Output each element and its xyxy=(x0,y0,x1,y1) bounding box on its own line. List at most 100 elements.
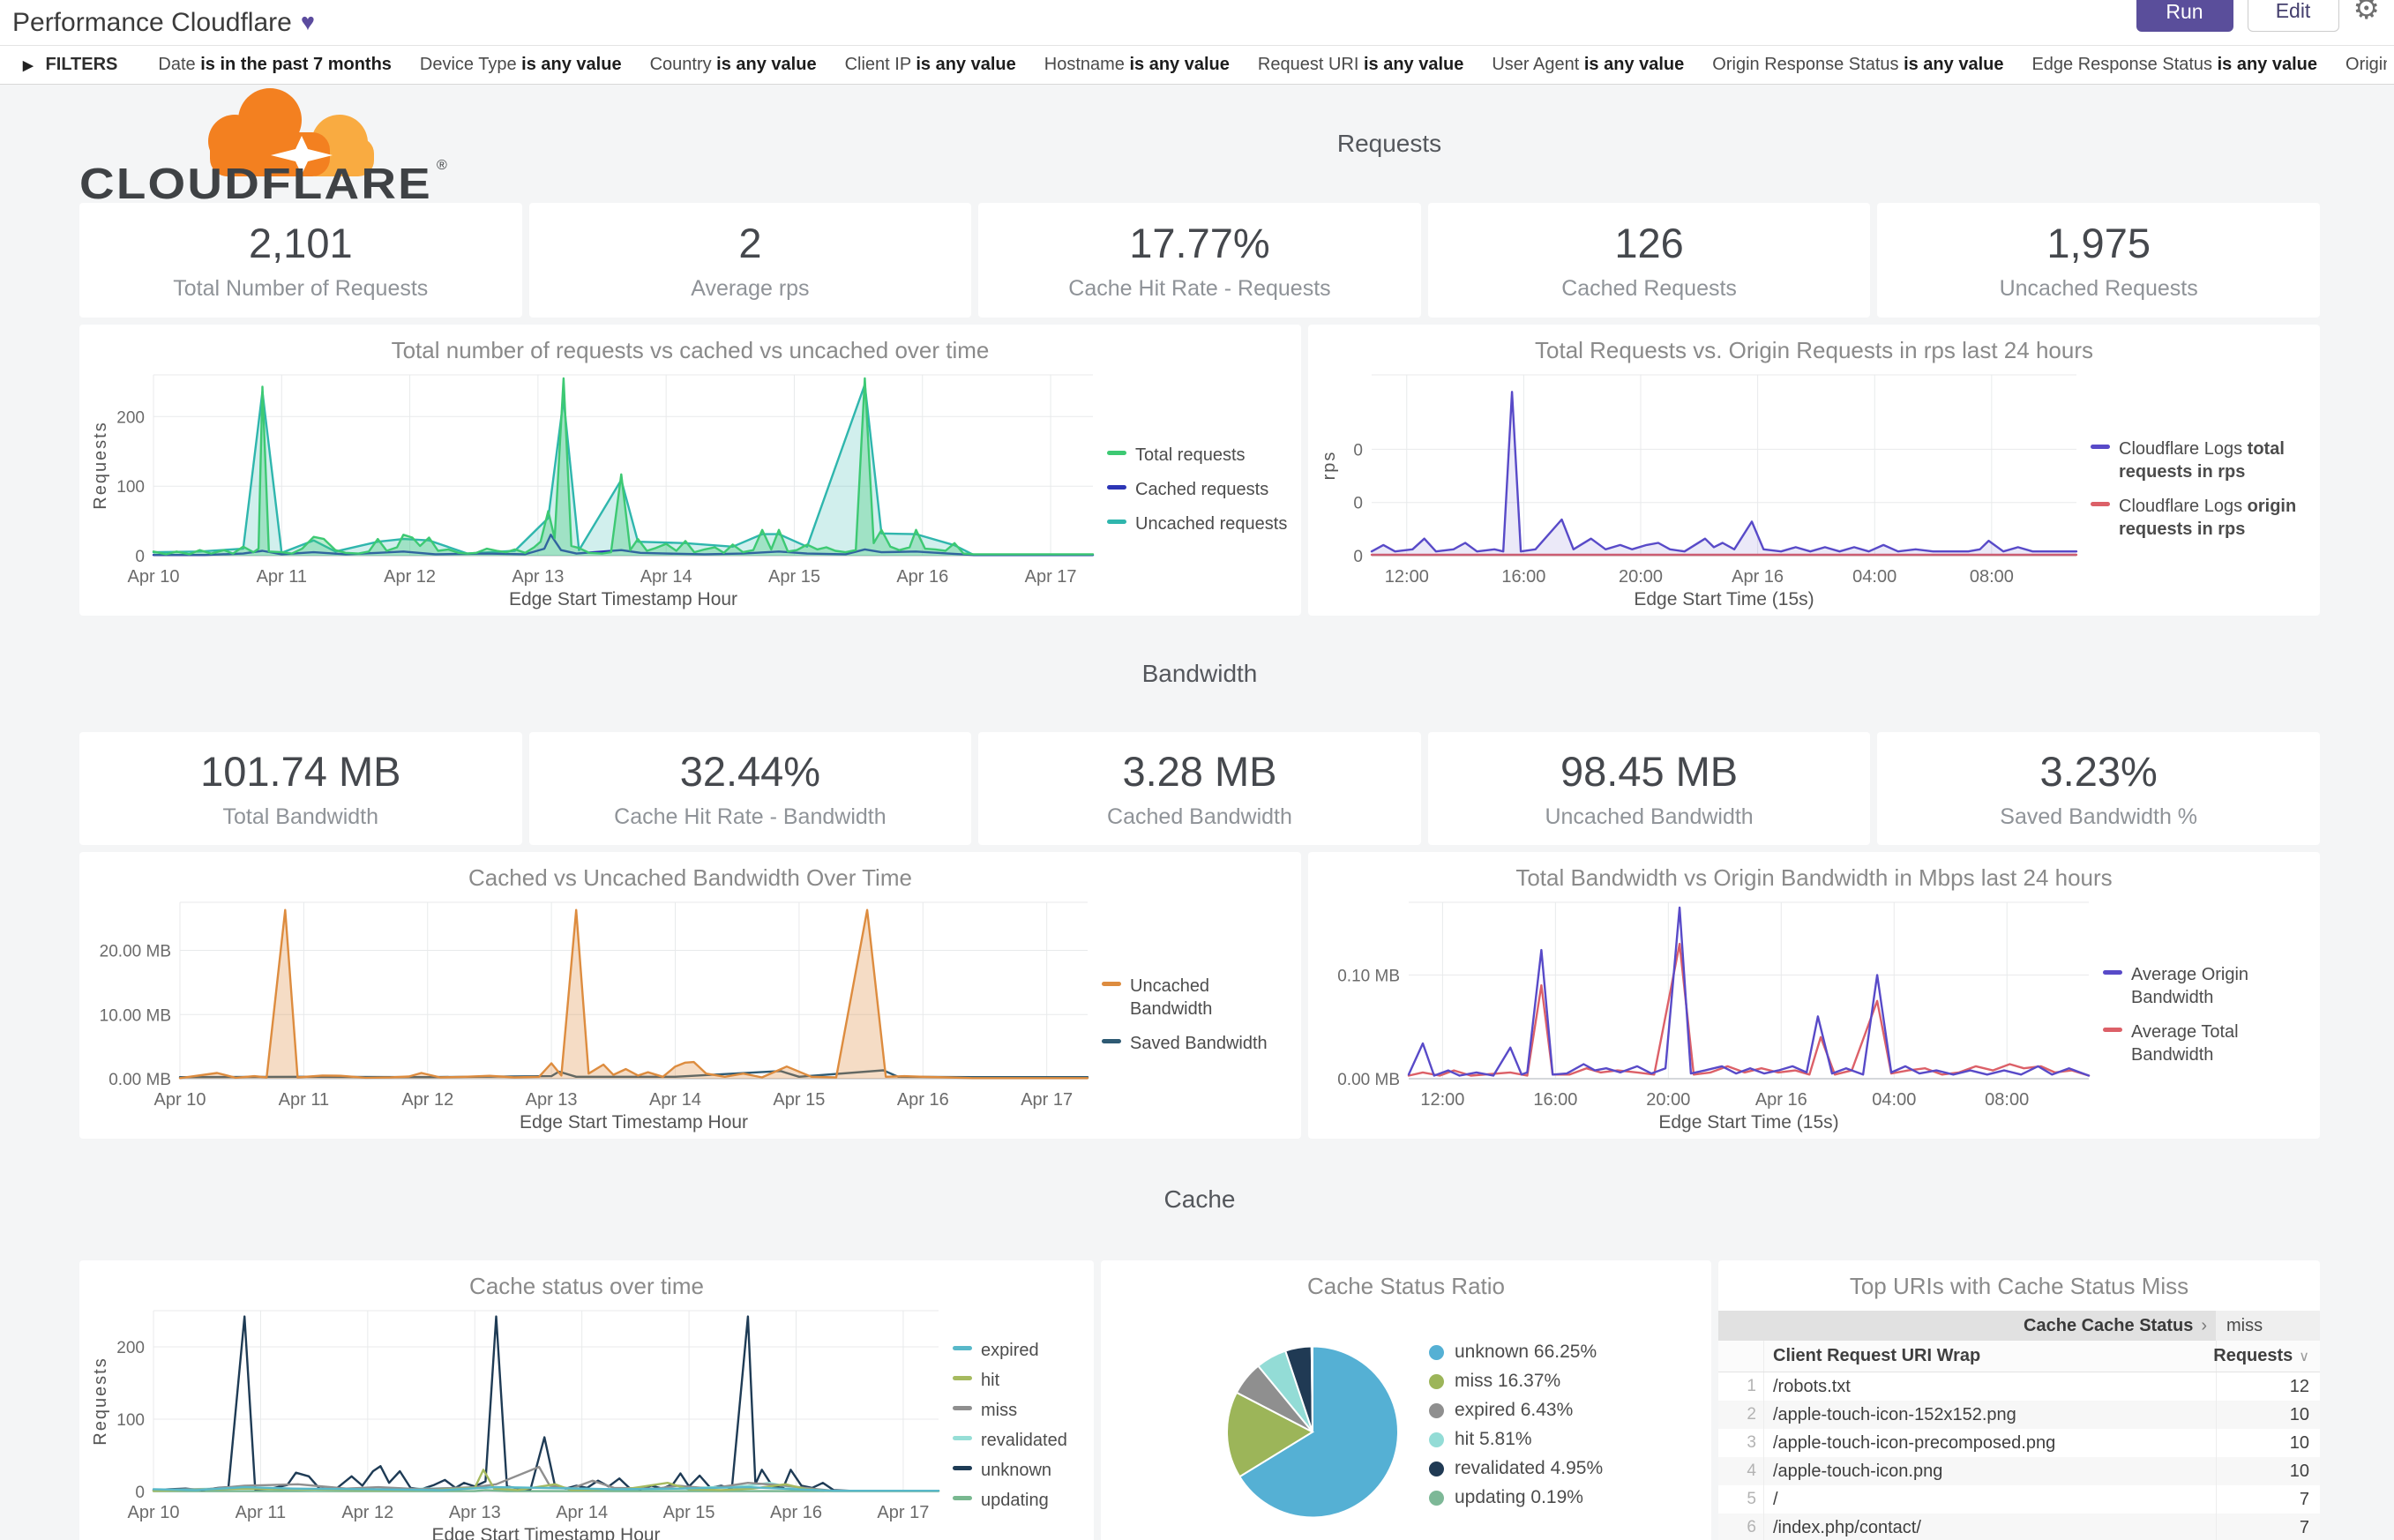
filter-chip-device-type[interactable]: Device Type is any value xyxy=(420,55,622,75)
requests-column-header[interactable]: Requests ∨ xyxy=(2213,1341,2320,1372)
pie-legend-item-unknown[interactable]: unknown 66.25% xyxy=(1429,1342,1603,1363)
filter-chip-edge-response-status[interactable]: Edge Response Status is any value xyxy=(2031,55,2317,75)
legend-item-uncached-bandwidth[interactable]: Uncached Bandwidth xyxy=(1102,975,1291,1020)
pie-legend-item-revalidated[interactable]: revalidated 4.95% xyxy=(1429,1458,1603,1479)
pie-slice-updating[interactable] xyxy=(1310,1345,1313,1432)
table-row[interactable]: 3/apple-touch-icon-precomposed.png 10 xyxy=(1718,1429,2320,1457)
svg-text:Edge Start Timestamp Hour: Edge Start Timestamp Hour xyxy=(509,589,737,609)
legend-item-average-origin-bandwidth[interactable]: Average Origin Bandwidth xyxy=(2103,963,2309,1009)
dashboard: CLOUDFLARE ® Requests 2,101 Total Number … xyxy=(0,85,2394,1540)
svg-text:Apr 16: Apr 16 xyxy=(1732,567,1784,587)
svg-text:Apr 10: Apr 10 xyxy=(128,1503,180,1522)
filter-chip-origin-ip[interactable]: Origin IP is any value xyxy=(2345,55,2387,75)
legend-dot-icon xyxy=(1429,1344,1444,1360)
pie-legend-item-miss[interactable]: miss 16.37% xyxy=(1429,1371,1603,1392)
svg-text:0.00 MB: 0.00 MB xyxy=(1337,1071,1400,1089)
requests-header-label: Requests xyxy=(2213,1346,2293,1365)
run-button[interactable]: Run xyxy=(2136,0,2233,32)
kpi-label: Uncached Bandwidth xyxy=(1545,804,1754,829)
filter-chip-origin-response-status[interactable]: Origin Response Status is any value xyxy=(1712,55,2003,75)
svg-text:Apr 14: Apr 14 xyxy=(649,1090,701,1110)
uri-column-header[interactable]: Client Request URI Wrap xyxy=(1773,1346,1981,1365)
filter-chip-client-ip[interactable]: Client IP is any value xyxy=(845,55,1016,75)
legend-item-revalidated[interactable]: revalidated xyxy=(953,1429,1083,1452)
legend-item-saved-bandwidth[interactable]: Saved Bandwidth xyxy=(1102,1032,1291,1055)
kpi-value: 3.28 MB xyxy=(1122,748,1277,795)
svg-text:Apr 12: Apr 12 xyxy=(341,1503,393,1522)
legend-label: hit xyxy=(981,1370,1000,1390)
legend-label: Average Origin Bandwidth xyxy=(2131,964,2249,1007)
filter-chip-user-agent[interactable]: User Agent is any value xyxy=(1492,55,1684,75)
row-number-header xyxy=(1718,1341,1764,1372)
legend-item-expired[interactable]: expired xyxy=(953,1339,1083,1362)
bandwidth-over-time-chart[interactable]: 0.00 MB 10.00 MB 20.00 MB Apr 10 Apr 11 Apr 1… xyxy=(86,893,1102,1135)
filter-field: Origin IP xyxy=(2345,55,2387,74)
pie-legend-item-updating[interactable]: updating 0.19% xyxy=(1429,1487,1603,1508)
row-number: 6 xyxy=(1718,1514,1764,1540)
chart-panel-rps-24h: Total Requests vs. Origin Requests in rp… xyxy=(1308,325,2320,616)
legend-item-uncached-requests[interactable]: Uncached requests xyxy=(1107,512,1291,535)
svg-text:20.00 MB: 20.00 MB xyxy=(100,943,171,961)
filter-condition: is any value xyxy=(716,55,817,74)
chart-title: Cache Status Ratio xyxy=(1306,1273,1505,1299)
filter-chip-request-uri[interactable]: Request URI is any value xyxy=(1258,55,1463,75)
svg-text:10.00 MB: 10.00 MB xyxy=(100,1006,171,1025)
table-row[interactable]: 6/index.php/contact/7 xyxy=(1718,1514,2320,1540)
gear-icon[interactable]: ⚙ xyxy=(2353,0,2380,26)
table-row[interactable]: 5 / 7 xyxy=(1718,1485,2320,1514)
filter-chip-hostname[interactable]: Hostname is any value xyxy=(1044,55,1230,75)
edit-button[interactable]: Edit xyxy=(2247,0,2339,32)
svg-text:Apr 16: Apr 16 xyxy=(1755,1090,1807,1110)
rps-24h-chart[interactable]: 0 0 0 12:00 16:00 20:00 Apr 16 04:00 08:00 Edge S… xyxy=(1315,366,2091,612)
requests-kpi-row: 2,101 Total Number of Requests 2 Average rp… xyxy=(79,203,2320,318)
legend-label: Saved Bandwidth xyxy=(1130,1033,1268,1053)
row-number: 3 xyxy=(1718,1429,1764,1457)
pie-slice-unknown[interactable] xyxy=(1238,1345,1399,1519)
bandwidth-24h-chart[interactable]: 0.00 MB 0.10 MB 12:00 16:00 20:00 Apr 16 04:00… xyxy=(1315,893,2103,1135)
requests-over-time-chart[interactable]: 0 100 200 Apr 10 Apr 11 Apr 12 Apr 13 Apr 14 Apr… xyxy=(86,366,1107,612)
pie-slice-miss[interactable] xyxy=(1225,1391,1315,1478)
legend-item-cloudflare-logs-total-requests-in-rps[interactable]: Cloudflare Logs total requests in rps xyxy=(2091,437,2309,483)
cache-status-ratio-pie[interactable] xyxy=(1108,1302,1399,1540)
svg-text:Apr 16: Apr 16 xyxy=(897,1090,949,1110)
filter-condition: is any value xyxy=(1583,55,1685,74)
requests-cell: 7 xyxy=(2216,1485,2320,1514)
filter-field: Request URI xyxy=(1257,55,1364,74)
filter-list: Date is in the past 7 months Device Type … xyxy=(158,55,2387,75)
table-row[interactable]: 2/apple-touch-icon-152x152.png 10 xyxy=(1718,1401,2320,1429)
filter-chip-country[interactable]: Country is any value xyxy=(650,55,817,75)
legend-item-miss[interactable]: miss xyxy=(953,1399,1083,1422)
svg-text:Apr 12: Apr 12 xyxy=(384,567,436,587)
filter-chip-date[interactable]: Date is in the past 7 months xyxy=(158,55,392,75)
legend-item-hit[interactable]: hit xyxy=(953,1369,1083,1392)
pie-legend-item-expired[interactable]: expired 6.43% xyxy=(1429,1400,1603,1421)
row-number: 2 xyxy=(1718,1401,1764,1429)
legend-swatch xyxy=(953,1495,972,1500)
legend-item-unknown[interactable]: unknown xyxy=(953,1459,1083,1482)
table-row[interactable]: 1/robots.txt 12 xyxy=(1718,1372,2320,1401)
svg-text:20:00: 20:00 xyxy=(1646,1090,1690,1110)
legend-label: unknown xyxy=(981,1460,1052,1480)
section-title-bandwidth: Bandwidth xyxy=(1141,660,1258,687)
svg-text:200: 200 xyxy=(116,1339,145,1357)
legend-item-cloudflare-logs-origin-requests-in-rps[interactable]: Cloudflare Logs origin requests in rps xyxy=(2091,495,2309,541)
svg-text:0: 0 xyxy=(135,1484,145,1502)
kpi-value: 2 xyxy=(738,220,762,266)
pivot-header-cell[interactable]: Cache Cache Status › xyxy=(1718,1311,2216,1341)
table-row[interactable]: 4/apple-touch-icon.png 10 xyxy=(1718,1457,2320,1485)
legend-item-updating[interactable]: updating xyxy=(953,1489,1083,1512)
kpi-value: 101.74 MB xyxy=(200,748,401,795)
legend-item-total-requests[interactable]: Total requests xyxy=(1107,444,1291,467)
cache-status-over-time-chart[interactable]: 0 100 200 Apr 10 Apr 11 Apr 12 Apr 13 Apr 14 Apr… xyxy=(86,1302,953,1540)
filter-field: Origin Response Status xyxy=(1712,55,1904,74)
filters-toggle[interactable]: ▶ FILTERS xyxy=(23,55,117,75)
kpi-tile-total-bandwidth: 101.74 MB Total Bandwidth xyxy=(79,732,522,845)
svg-text:20:00: 20:00 xyxy=(1619,567,1663,587)
pie-legend-item-hit[interactable]: hit 5.81% xyxy=(1429,1429,1603,1450)
legend-item-average-total-bandwidth[interactable]: Average Total Bandwidth xyxy=(2103,1020,2309,1066)
chevron-right-icon: › xyxy=(2201,1315,2207,1335)
svg-text:Apr 16: Apr 16 xyxy=(770,1503,822,1522)
chart-panel-requests-over-time: Total number of requests vs cached vs un… xyxy=(79,325,1301,616)
legend-item-cached-requests[interactable]: Cached requests xyxy=(1107,478,1291,501)
filters-label: FILTERS xyxy=(45,55,118,74)
